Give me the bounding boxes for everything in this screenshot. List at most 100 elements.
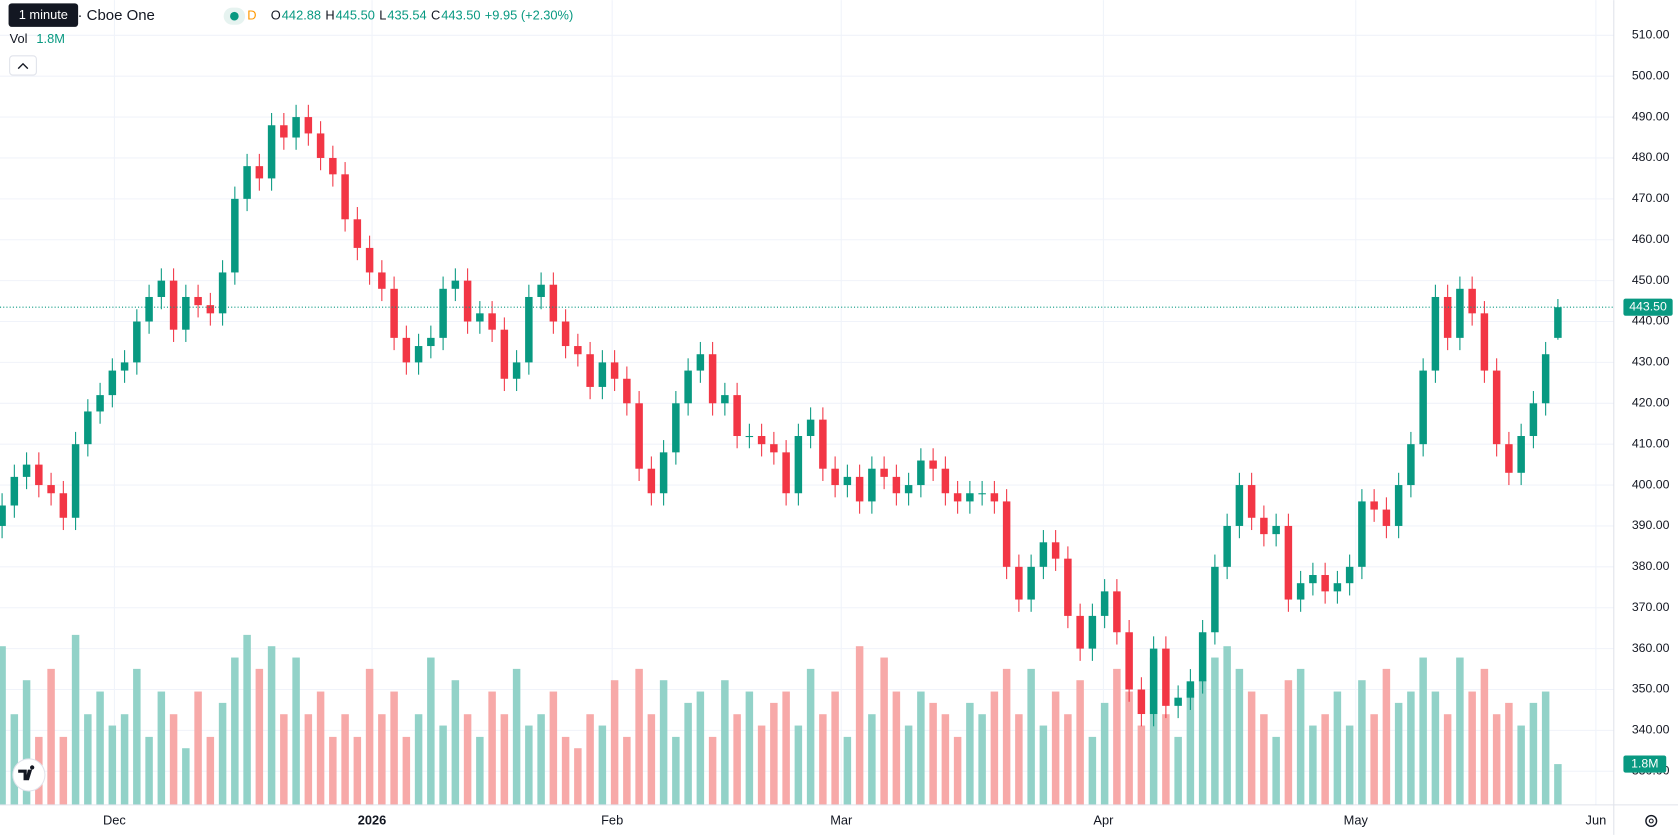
candle-body (365, 247, 374, 273)
candle-body (708, 354, 717, 404)
axes: 330.00340.00350.00360.00370.00380.00390.… (0, 28, 1673, 827)
y-tick-label: 440.00 (1632, 314, 1670, 328)
volume-bar (1235, 668, 1244, 805)
candle-body (647, 468, 656, 494)
candle-body (794, 435, 803, 494)
candle-body (463, 280, 472, 322)
y-tick-label: 390.00 (1632, 518, 1670, 532)
volume-bar (206, 736, 215, 805)
volume-bar (549, 691, 558, 805)
collapse-button[interactable] (9, 55, 37, 76)
candle-body (1223, 525, 1231, 567)
candle-body (1002, 501, 1011, 567)
candle-body (390, 288, 398, 338)
candle-body (304, 117, 313, 134)
volume-bar (794, 725, 803, 805)
candle-body (757, 435, 766, 445)
volume-bar (1162, 714, 1170, 805)
volume-bar (1529, 702, 1538, 805)
y-tick-label: 470.00 (1632, 191, 1670, 205)
candle-body (1015, 566, 1023, 600)
volume-bar (145, 736, 153, 805)
volume-bar (733, 714, 741, 805)
candle-body (696, 354, 705, 371)
candle-body (745, 435, 754, 438)
volume-bar (868, 714, 876, 805)
logo[interactable] (12, 758, 46, 792)
volume-bar (892, 691, 901, 805)
candle-body (855, 476, 864, 502)
volume-bar (941, 714, 950, 805)
candle-body (1051, 542, 1060, 559)
volume-bar (1100, 702, 1109, 805)
volume-bar (819, 714, 827, 805)
y-tick-label: 410.00 (1632, 436, 1670, 450)
candle-body (1174, 697, 1182, 706)
candle-body (990, 493, 999, 502)
volume-bar (1505, 702, 1513, 805)
candle-body (1505, 444, 1513, 473)
volume-label: 1.8M (1631, 756, 1658, 770)
volume-bar (1345, 725, 1354, 805)
volume-bar (500, 714, 509, 805)
candle-body (892, 476, 901, 494)
candle-body (1149, 648, 1158, 715)
volume-bar (316, 691, 325, 805)
volume-bar (561, 736, 570, 805)
legend-value: 445.50 (336, 8, 375, 23)
candle-body (868, 468, 876, 502)
volume-bar (953, 736, 962, 805)
candle-body (35, 464, 43, 486)
candle-body (1100, 591, 1109, 616)
candle-body (1162, 648, 1170, 706)
volume-bar (22, 680, 31, 805)
volume-bar (304, 714, 313, 805)
candle-body (1333, 583, 1342, 592)
candle-body (329, 157, 337, 175)
volume-bar (488, 691, 496, 805)
volume-bar (1554, 764, 1562, 805)
volume-bar (255, 668, 264, 805)
volume-bar (708, 736, 717, 805)
volume-bar (966, 702, 974, 805)
x-tick-label: 2026 (358, 812, 387, 827)
candle-body (966, 493, 974, 502)
volume-bar (757, 725, 766, 805)
volume-bar (1272, 736, 1280, 805)
y-tick-label: 490.00 (1632, 109, 1670, 123)
volume-bar (1174, 736, 1182, 805)
candle-body (1321, 575, 1329, 592)
candle-body (1076, 615, 1084, 649)
candle-body (1443, 296, 1452, 338)
volume-bar (402, 736, 411, 805)
settings-icon[interactable] (1645, 814, 1658, 827)
volume-bar (182, 748, 190, 805)
candle-body (1272, 525, 1280, 535)
candle-body (71, 444, 80, 518)
volume-bar (378, 714, 386, 805)
y-tick-label: 500.00 (1632, 68, 1670, 82)
legend-key: H (325, 8, 334, 23)
volume-bar (10, 714, 19, 805)
y-tick-label: 380.00 (1632, 559, 1670, 573)
volume-bar (1517, 725, 1525, 805)
candle-body (47, 485, 55, 494)
volume-bar (47, 668, 55, 805)
candle-body (549, 284, 558, 322)
volume-bar (1492, 714, 1501, 805)
y-tick-label: 420.00 (1632, 396, 1670, 410)
candle-body (1554, 307, 1562, 338)
tooltip-box (8, 3, 79, 27)
volume-bar (218, 702, 227, 805)
candle-body (1382, 509, 1391, 526)
volume-bar (1382, 668, 1391, 805)
volume-bar (1541, 691, 1550, 805)
y-tick-label: 370.00 (1632, 600, 1670, 614)
candle-body (316, 133, 325, 158)
volume-bar (598, 725, 607, 805)
candle-body (182, 296, 190, 330)
volume-bar (1015, 714, 1023, 805)
volume-bar (623, 736, 631, 805)
x-tick-label: Apr (1093, 812, 1114, 827)
